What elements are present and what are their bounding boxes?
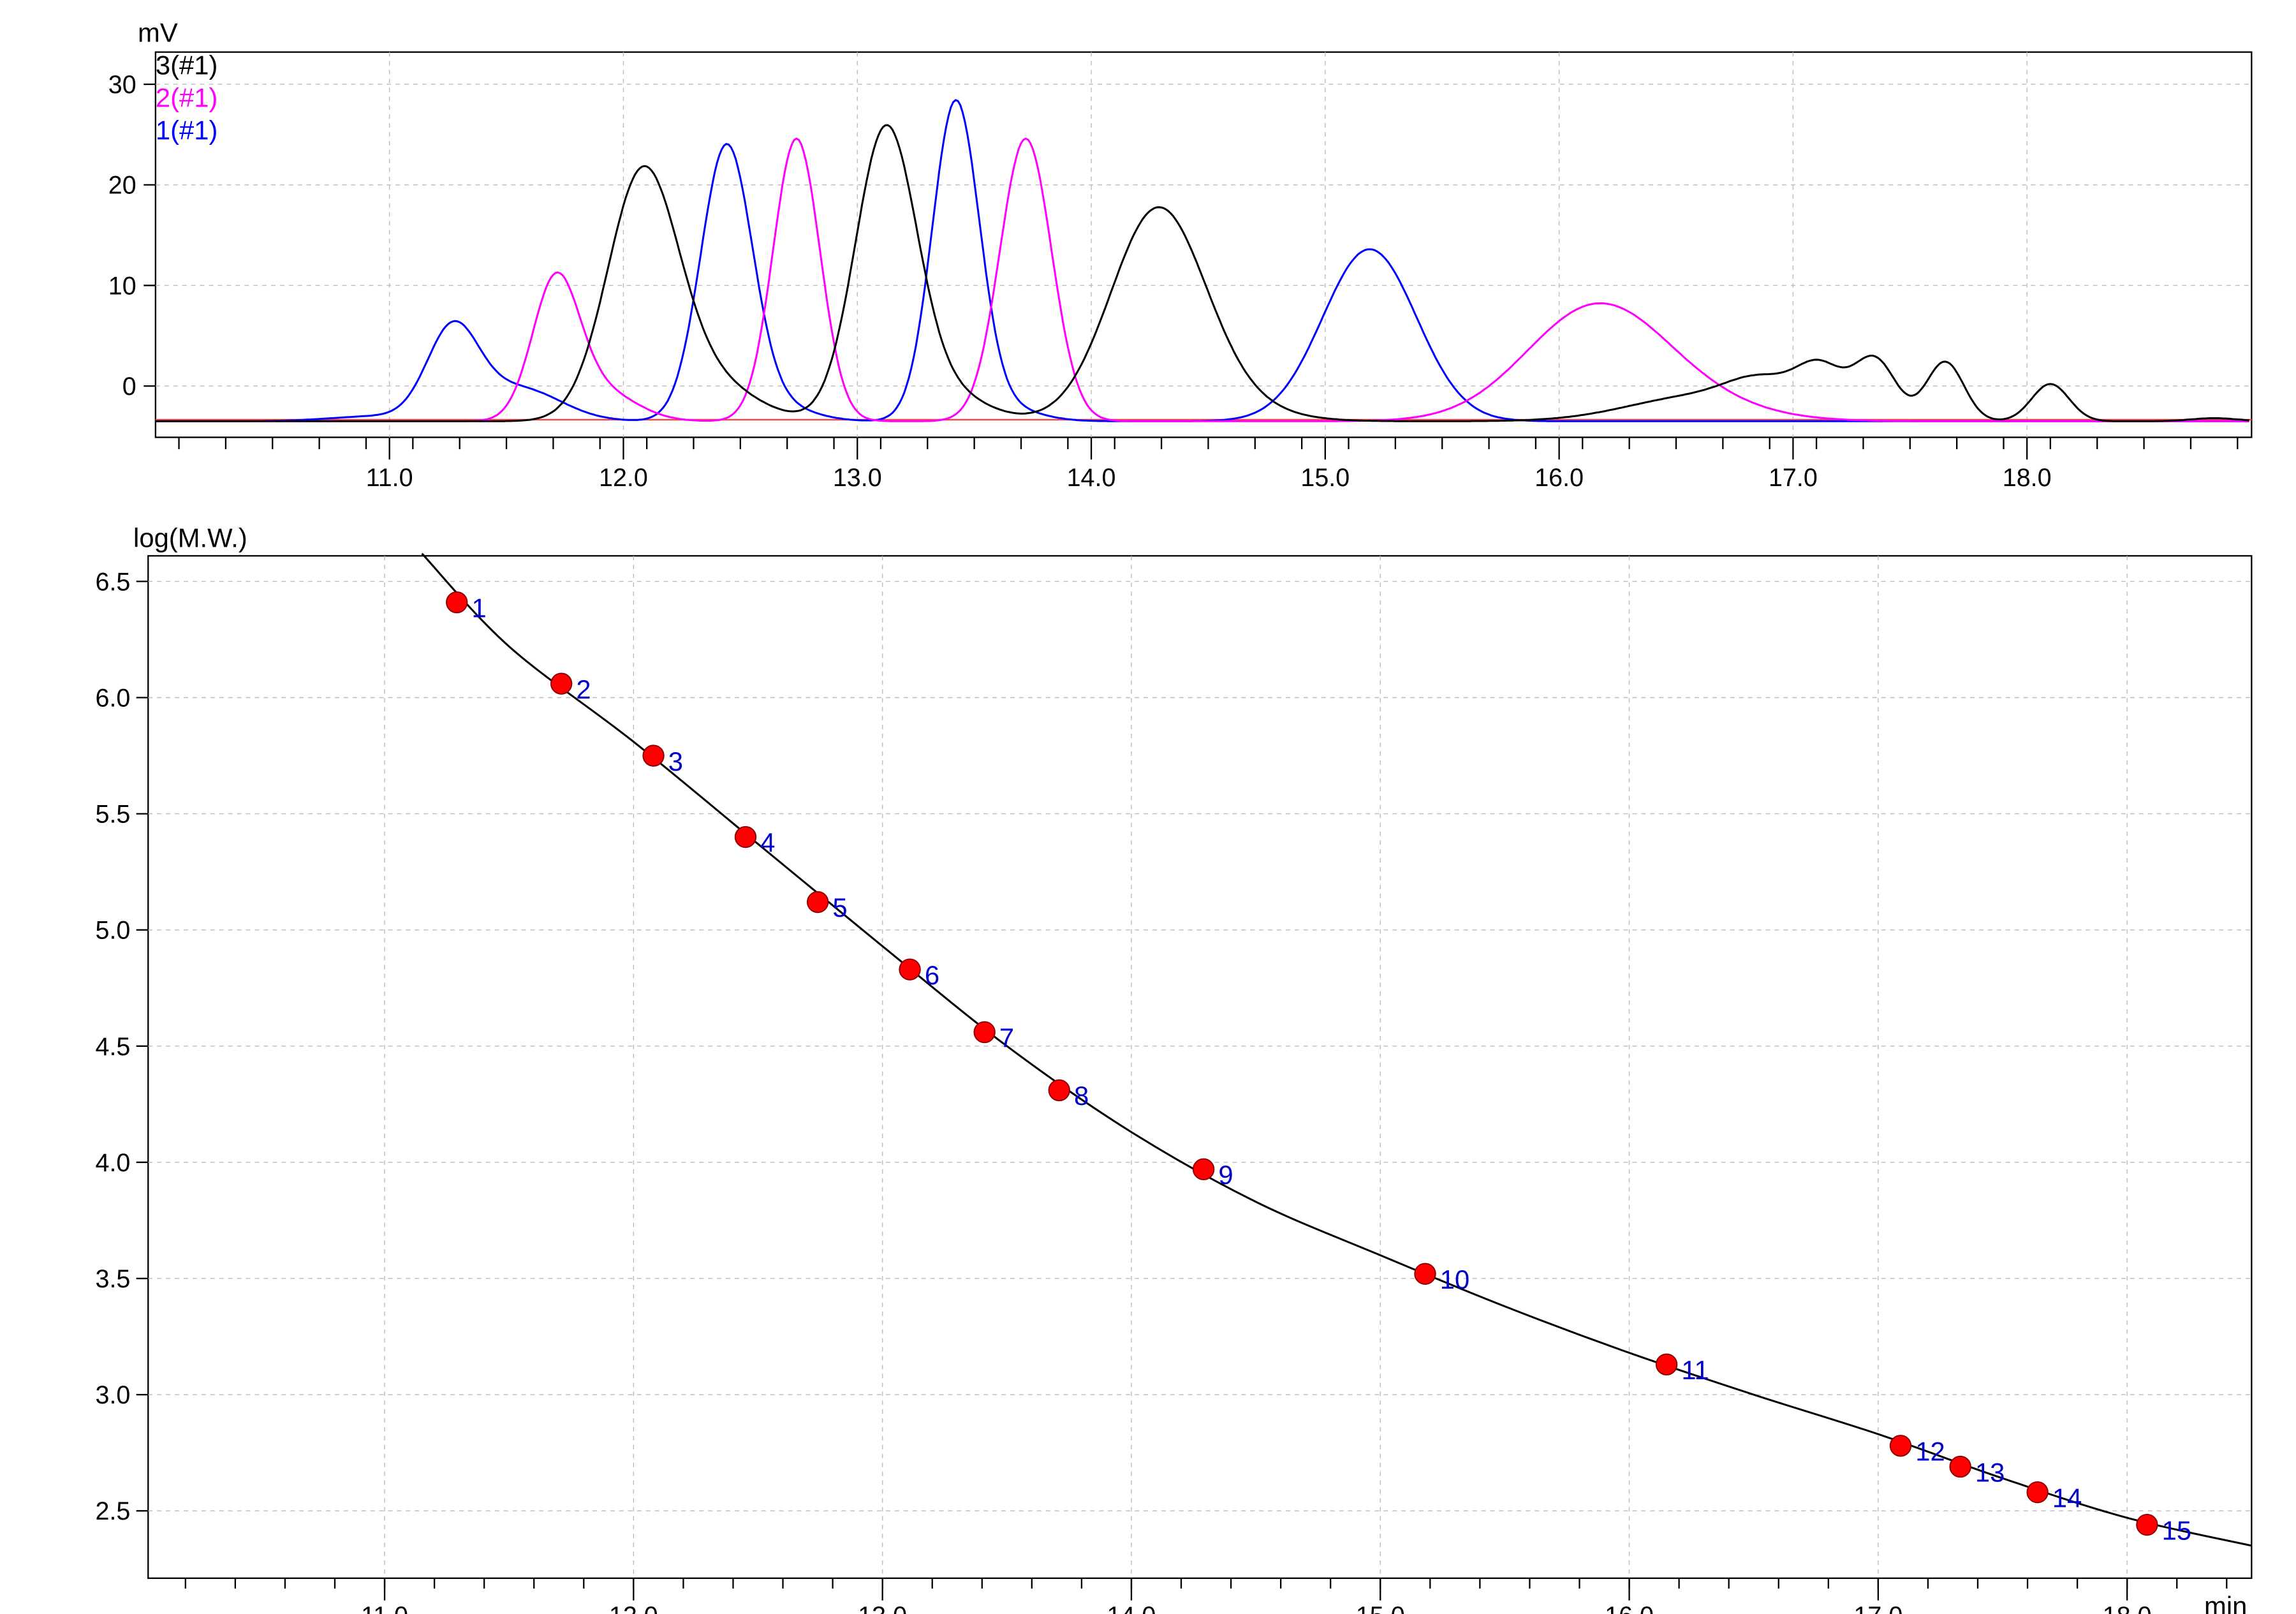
x-tick-label: 18.0	[2103, 1602, 2152, 1614]
calibration-point-label: 1	[471, 593, 486, 623]
y-tick-label: 2.5	[96, 1497, 131, 1525]
calibration-point-label: 7	[999, 1023, 1014, 1053]
x-tick-label: 12.0	[609, 1602, 658, 1614]
x-tick-label: 17.0	[1769, 464, 1818, 492]
y-tick-label: 5.5	[96, 801, 131, 829]
calibration-point-label: 10	[1440, 1264, 1470, 1294]
y-tick-label: 6.5	[96, 568, 131, 596]
calibration-point-10	[1414, 1262, 1436, 1285]
chromatogram-frame	[154, 51, 2253, 438]
y-tick-label: 10	[108, 272, 136, 300]
calibration-point-11	[1655, 1353, 1678, 1376]
calibration-plot: log(M.W.) min 11.012.013.014.015.016.017…	[96, 522, 2253, 1614]
x-tick-label: 11.0	[361, 1602, 408, 1614]
calibration-point-7	[973, 1021, 996, 1044]
x-tick-label: 13.0	[833, 464, 882, 492]
calibration-point-label: 11	[1681, 1355, 1709, 1385]
x-tick-label: 14.0	[1067, 464, 1116, 492]
calibration-point-13	[1949, 1455, 1971, 1478]
legend-entry: 2(#1)	[156, 83, 218, 113]
calibration-point-label: 4	[760, 827, 775, 857]
legend-entry: 1(#1)	[156, 115, 218, 145]
y-tick-label: 3.5	[96, 1265, 131, 1293]
y-tick-label: 3.0	[96, 1381, 131, 1409]
y-tick-label: 20	[108, 172, 136, 200]
x-tick-label: 11.0	[366, 464, 413, 492]
chromatogram-plot: mV 11.0 12.0 13.0 14.0 15.0 16.0 17.0 18.0 0 10 20…	[108, 17, 2253, 492]
chromatogram-y-label: mV	[138, 17, 178, 47]
y-tick-label: 30	[108, 71, 136, 99]
legend-entry: 3(#1)	[156, 50, 218, 80]
calibration-curve	[421, 552, 2252, 1547]
x-tick-label: 13.0	[858, 1602, 907, 1614]
x-tick-label: 14.0	[1107, 1602, 1156, 1614]
calibration-point-label: 13	[1975, 1457, 2005, 1487]
x-tick-label: 15.0	[1300, 464, 1350, 492]
calibration-frame	[147, 555, 2253, 1580]
x-tick-label: 15.0	[1356, 1602, 1405, 1614]
calibration-point-label: 12	[1915, 1437, 1945, 1467]
calibration-point-5	[806, 891, 829, 914]
calibration-point-label: 2	[576, 674, 591, 704]
calibration-point-label: 15	[2162, 1515, 2192, 1545]
x-tick-label: 17.0	[1853, 1602, 1902, 1614]
calibration-point-label: 14	[2052, 1483, 2082, 1513]
calibration-point-9	[1192, 1158, 1215, 1181]
calibration-point-6	[899, 958, 921, 981]
x-tick-label: 12.0	[599, 464, 648, 492]
calibration-point-label: 5	[832, 892, 847, 922]
calibration-point-label: 3	[668, 746, 683, 776]
series-line-1(#1)	[155, 99, 2249, 422]
calibration-point-8	[1048, 1079, 1070, 1102]
y-tick-label: 4.0	[96, 1149, 131, 1177]
series-line-3(#1)	[155, 124, 2249, 422]
calibration-point-14	[2026, 1481, 2049, 1504]
calibration-point-1	[446, 591, 468, 614]
y-tick-label: 0	[122, 373, 136, 401]
calibration-point-label: 6	[925, 960, 939, 990]
chromatogram-legend: 3(#1)2(#1)1(#1)	[156, 50, 218, 145]
y-tick-label: 4.5	[96, 1033, 131, 1061]
calibration-point-label: 8	[1074, 1081, 1089, 1111]
calibration-y-label: log(M.W.)	[133, 522, 247, 552]
x-tick-label: 16.0	[1534, 464, 1584, 492]
calibration-point-2	[550, 672, 573, 695]
calibration-point-12	[1889, 1435, 1912, 1457]
calibration-point-3	[642, 744, 665, 767]
series-line-2(#1)	[155, 137, 2249, 422]
calibration-x-label: min	[2204, 1591, 2247, 1614]
calibration-point-4	[734, 826, 757, 848]
x-tick-label: 16.0	[1605, 1602, 1654, 1614]
calibration-point-label: 9	[1218, 1160, 1233, 1190]
calibration-point-15	[2136, 1513, 2158, 1536]
x-tick-label: 18.0	[2003, 464, 2052, 492]
y-tick-label: 6.0	[96, 684, 131, 712]
y-tick-label: 5.0	[96, 917, 131, 945]
